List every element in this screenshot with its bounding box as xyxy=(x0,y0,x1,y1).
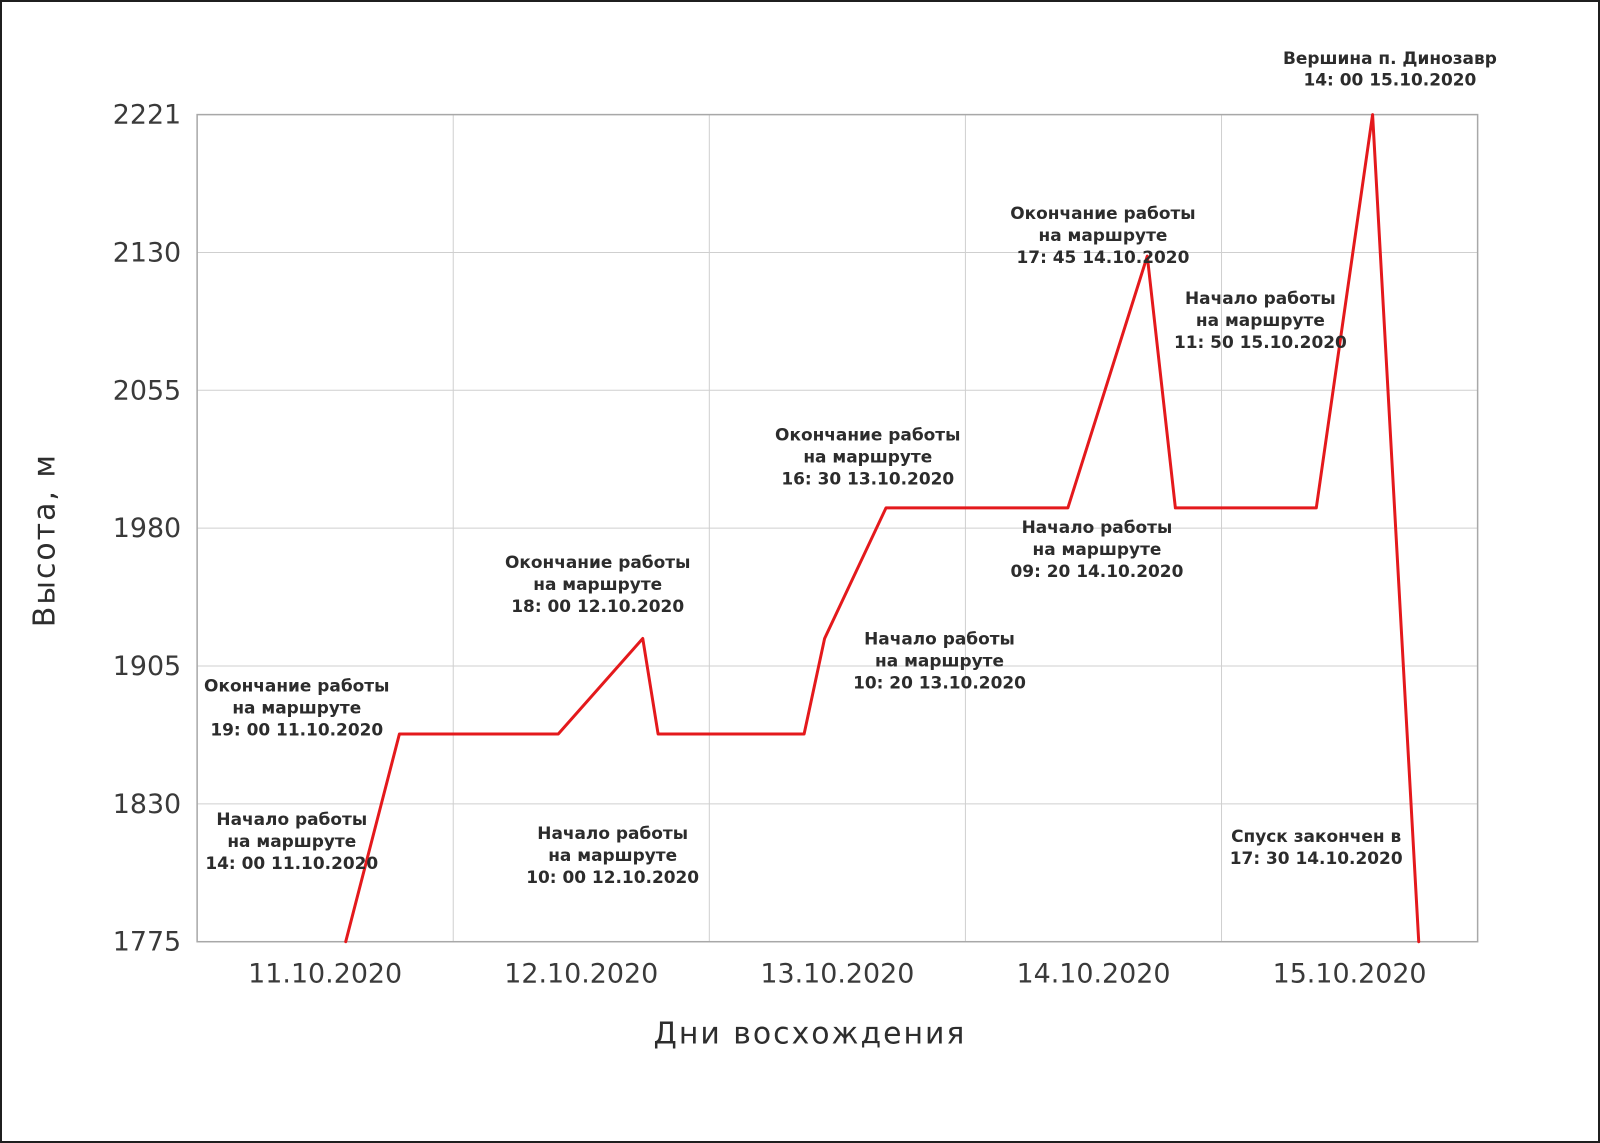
annotation-end-12-10: Окончание работы на маршруте 18: 00 12.10.… xyxy=(505,552,690,616)
x-axis-tick-labels: 11.10.2020 12.10.2020 13.10.2020 14.10.2020… xyxy=(248,959,1426,990)
y-axis-title: Высота, м xyxy=(28,453,63,627)
annotation-end-11-10: Окончание работы на маршруте 19: 00 11.10.… xyxy=(204,676,389,740)
plot-area: 1775 1830 1905 1980 2055 2130 2221 11.10.2020 12… xyxy=(113,48,1497,990)
annotation-end-14-10: Окончание работы на маршруте 17: 45 14.10.… xyxy=(1010,203,1195,267)
y-tick-label: 1905 xyxy=(113,651,181,682)
y-tick-label: 2130 xyxy=(113,237,181,268)
route-altitude-line xyxy=(344,113,1421,944)
annotation-start-11-10: Начало работы на маршруте 14: 00 11.10.202… xyxy=(205,809,378,873)
annotation-descent-finished: Спуск закончен в 17: 30 14.10.2020 xyxy=(1230,826,1403,868)
x-tick-label: 11.10.2020 xyxy=(248,959,402,990)
x-tick-label: 12.10.2020 xyxy=(504,959,658,990)
annotation-start-12-10: Начало работы на маршруте 10: 00 12.10.202… xyxy=(526,823,699,887)
grid-lines xyxy=(196,114,1479,943)
y-tick-label: 2221 xyxy=(113,100,181,131)
annotation-summit: Вершина п. Динозавр 14: 00 15.10.2020 xyxy=(1283,48,1497,90)
y-tick-label: 1830 xyxy=(113,789,181,820)
x-axis-title: Дни восхождения xyxy=(654,1016,967,1051)
y-tick-label: 1775 xyxy=(113,927,181,958)
annotation-start-13-10: Начало работы на маршруте 10: 20 13.10.202… xyxy=(853,629,1026,693)
annotation-end-13-10: Окончание работы на маршруте 16: 30 13.10.… xyxy=(775,424,960,488)
plot-border xyxy=(196,113,1479,943)
y-axis-tick-labels: 1775 1830 1905 1980 2055 2130 2221 xyxy=(113,100,181,958)
x-tick-label: 13.10.2020 xyxy=(760,959,914,990)
x-tick-label: 14.10.2020 xyxy=(1016,959,1170,990)
y-tick-label: 1980 xyxy=(113,513,181,544)
annotation-start-15-10: Начало работы на маршруте 11: 50 15.10.202… xyxy=(1174,288,1347,352)
annotations: Начало работы на маршруте 14: 00 11.10.202… xyxy=(204,48,1497,887)
x-tick-label: 15.10.2020 xyxy=(1273,959,1427,990)
y-tick-label: 2055 xyxy=(113,375,181,406)
annotation-start-14-10: Начало работы на маршруте 09: 20 14.10.202… xyxy=(1011,517,1184,581)
